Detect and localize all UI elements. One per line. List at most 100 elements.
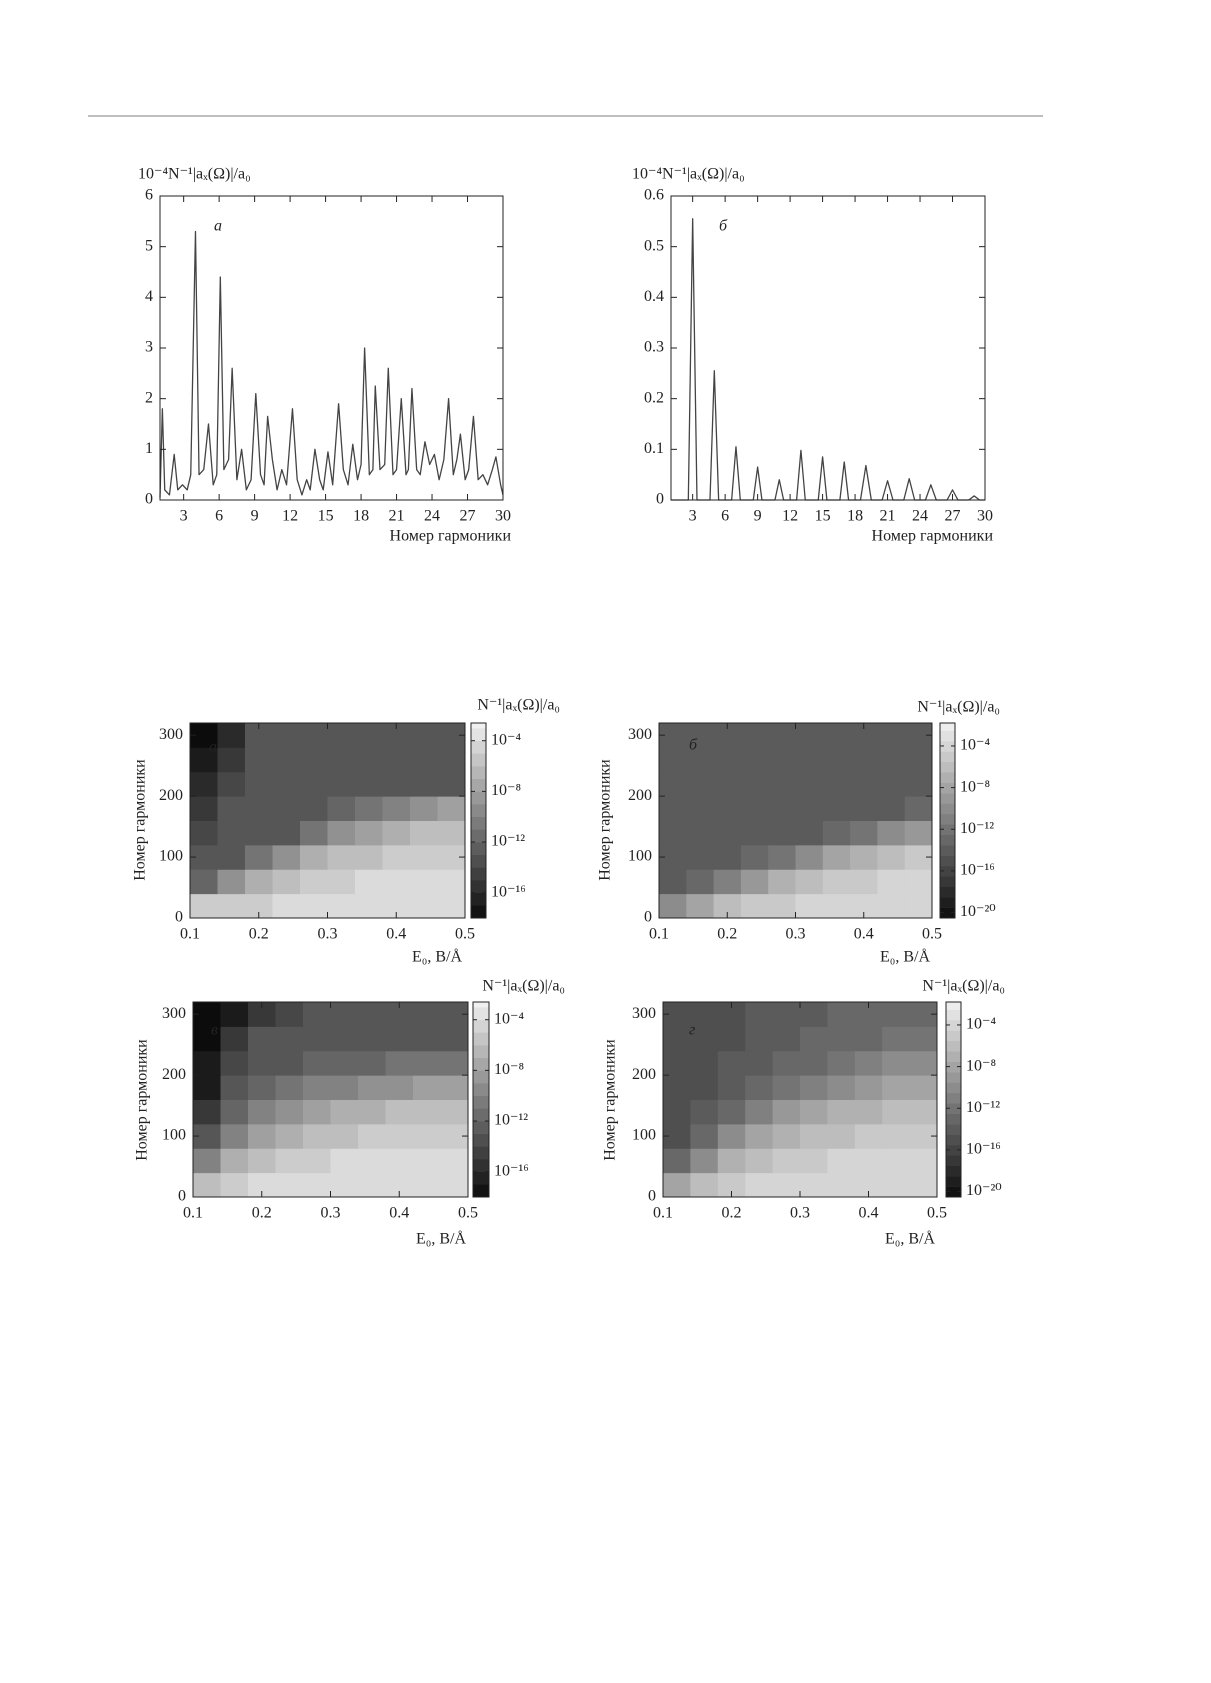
heatmap-cell [663, 1148, 691, 1174]
x-tick-label: 0.1 [180, 926, 200, 943]
colorbar-step [940, 782, 955, 794]
colorbar-label: N⁻¹|aₓ(Ω)|/a₀ [922, 978, 1005, 995]
heatmap-cell [300, 723, 328, 748]
colorbar-step [946, 1072, 961, 1083]
heatmap-cell [877, 844, 906, 870]
heatmap-cell [800, 1099, 828, 1125]
heatmap-cell [877, 771, 906, 797]
x-tick-label: 0.3 [321, 1205, 341, 1222]
y-tick-label: 100 [628, 848, 652, 865]
heatmap-cell [882, 1148, 911, 1174]
x-tick-label: 21 [389, 508, 405, 525]
heatmap-cell [327, 747, 356, 773]
heatmap-cell [272, 796, 301, 821]
heatmap-cell [822, 771, 851, 797]
heatmap-cell [686, 771, 715, 797]
heatmap-cell [800, 1148, 828, 1174]
heatmap-cell [822, 893, 851, 919]
heatmap-cell [248, 1026, 276, 1052]
heatmap-cell [768, 869, 796, 895]
heatmap-cell [382, 747, 411, 773]
heatmap-cell [385, 1050, 414, 1076]
colorbar-step [940, 793, 955, 804]
heatmap-cell [686, 820, 715, 846]
heatmap-cell [800, 1026, 828, 1052]
heatmap-cell [877, 723, 906, 748]
heatmap-cell [190, 796, 218, 821]
heatmap-cell [822, 747, 851, 773]
x-axis-label: Номер гармоники [872, 528, 994, 545]
heatmap-cell [303, 1075, 331, 1100]
colorbar-step [473, 1146, 489, 1160]
colorbar-label: N⁻¹|aₓ(Ω)|/a₀ [477, 697, 560, 714]
heatmap-cell [382, 869, 411, 895]
heatmap-cell [659, 747, 687, 773]
heatmap-cell [827, 1099, 856, 1125]
heatmap-cell [877, 893, 906, 919]
x-tick-label: 0.3 [318, 926, 338, 943]
heatmap-cell [827, 1050, 856, 1076]
heatmap-cell [220, 1075, 249, 1100]
colorbar-frame [945, 1001, 962, 1198]
heatmap-cell [717, 1148, 746, 1174]
heatmap-cell [686, 893, 715, 919]
y-tick-label: 300 [159, 726, 183, 743]
heatmap-cell [382, 844, 411, 870]
colorbar-step [940, 834, 955, 846]
heatmap-cell [272, 723, 301, 748]
heatmap-cell [877, 796, 906, 821]
heatmap-cell [822, 796, 851, 821]
colorbar-frame [472, 1001, 490, 1198]
heatmap-cell [190, 869, 218, 895]
heatmap-cell [190, 771, 218, 797]
heatmap-cell [686, 747, 715, 773]
heatmap-cell [772, 1123, 801, 1149]
colorbar-step [471, 728, 486, 742]
heatmap-cell [190, 820, 218, 846]
heatmap-cell [795, 747, 824, 773]
heatmap-cell [327, 796, 356, 821]
heatmap-cell [272, 820, 301, 846]
colorbar-step [946, 1103, 961, 1114]
heatmap-cell [385, 1123, 414, 1149]
heatmap-cell [795, 893, 824, 919]
heatmap-cell [248, 1099, 276, 1125]
x-tick-label: 12 [782, 508, 798, 525]
heatmap-cell [795, 796, 824, 821]
heatmap-cell [827, 1123, 856, 1149]
colorbar-step [940, 813, 955, 825]
heatmap-cell [330, 1050, 359, 1076]
colorbar-tick-label: 10⁻¹⁶ [960, 862, 995, 879]
colorbar-step [471, 766, 486, 779]
colorbar-step [471, 905, 486, 919]
panel-label: а [214, 218, 222, 235]
heatmap-cell [440, 1075, 469, 1100]
colorbar-step [946, 1155, 961, 1167]
heatmap-cell [686, 723, 715, 748]
heatmap-cell [795, 723, 824, 748]
y-tick-label: 300 [162, 1005, 186, 1022]
colorbar-step [946, 1051, 961, 1062]
heatmap-cell [800, 1002, 828, 1027]
y-axis-label: Номер гармоники [602, 1039, 619, 1161]
colorbar-step [946, 1134, 961, 1146]
colorbar-step [946, 1030, 961, 1042]
heatmap-cell [877, 869, 906, 895]
plot-frame [670, 195, 986, 501]
heatmap-cell [772, 1075, 801, 1100]
heatmap-cell [220, 1172, 249, 1198]
heatmap-cell [330, 1026, 359, 1052]
heatmap-cell [909, 1099, 938, 1125]
x-tick-label: 0.2 [717, 926, 737, 943]
heatmap-cell [717, 1075, 746, 1100]
heatmap-cell [248, 1050, 276, 1076]
heatmap-cell [768, 723, 796, 748]
panel-label: а [209, 739, 217, 756]
heatmap-cell [355, 796, 383, 821]
y-tick-label: 0.2 [644, 389, 664, 406]
y-tick-label: 100 [159, 848, 183, 865]
heatmap-cell [854, 1050, 883, 1076]
heatmap-cell [410, 747, 438, 773]
heatmap-cell [800, 1050, 828, 1076]
heatmap-cell [300, 844, 328, 870]
